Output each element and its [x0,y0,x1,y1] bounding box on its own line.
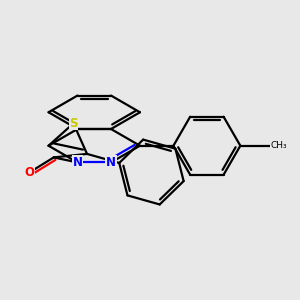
Text: S: S [69,117,78,130]
Text: CH₃: CH₃ [271,141,287,150]
Text: N: N [106,156,116,169]
Text: N: N [73,156,82,169]
Text: O: O [25,166,34,179]
